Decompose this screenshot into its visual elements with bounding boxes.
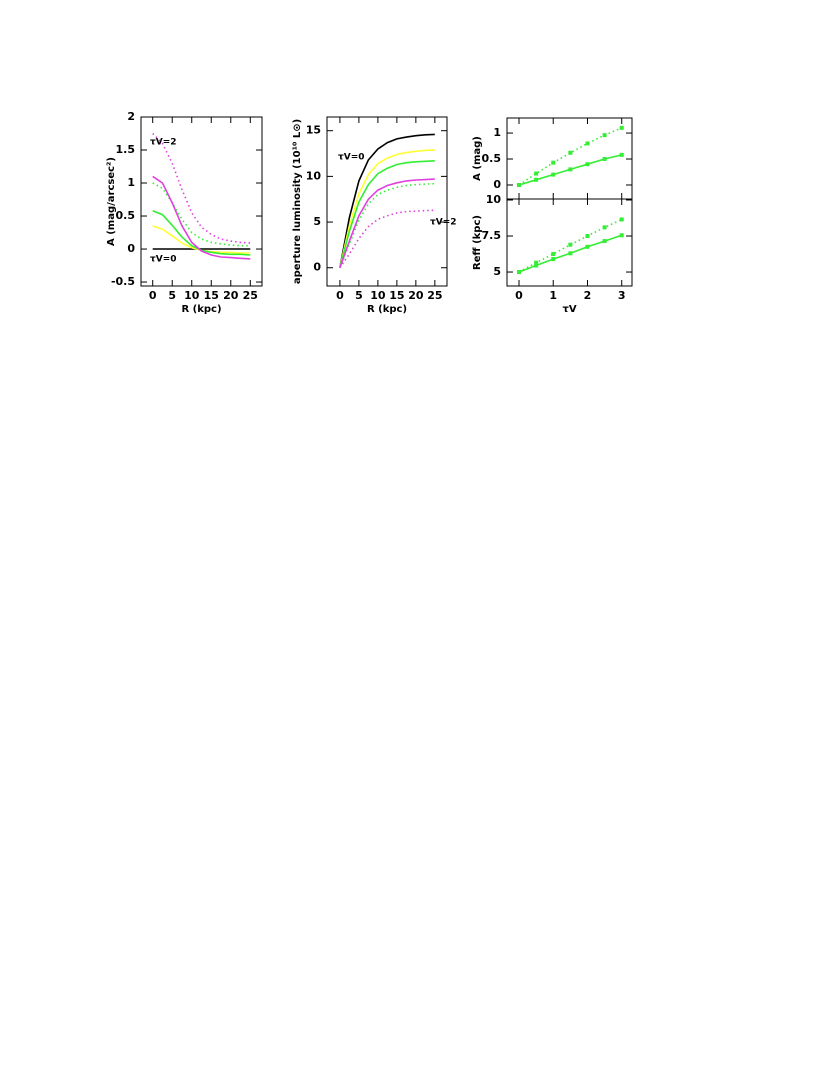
y-tick-label: 10 (306, 169, 322, 182)
x-tick-label: 15 (204, 289, 219, 302)
series-line (339, 182, 435, 268)
x-tick-label: 0 (149, 289, 157, 302)
x-tick-label: 0 (515, 289, 523, 302)
point (568, 167, 573, 172)
point (585, 141, 590, 146)
panel: 0 1 2 3 5 7.5 10 τV Reff (kpc) (472, 193, 633, 315)
x-tick-label: 3 (618, 289, 626, 302)
y-tick-label: 2 (127, 110, 135, 123)
y-tick-label: 0.5 (482, 152, 502, 165)
plot-frame (506, 198, 633, 287)
x-axis-label: R (kpc) (181, 304, 221, 315)
y-tick-label: 7.5 (482, 229, 502, 242)
plot-frame (506, 117, 633, 200)
y-axis-label: A (mag) (472, 136, 483, 181)
plot-frame (326, 116, 448, 287)
point (551, 160, 556, 165)
x-tick-label: 20 (408, 289, 424, 302)
point (551, 172, 556, 177)
x-tick-label: 15 (389, 289, 404, 302)
x-tick-label: 2 (584, 289, 592, 302)
annotation: τV=0 (150, 255, 177, 265)
point (619, 152, 624, 157)
x-tick-label: 5 (355, 289, 363, 302)
point (534, 171, 539, 176)
point (602, 133, 607, 138)
y-axis-label: aperture luminosity (10¹⁰ L⊙) (292, 119, 303, 284)
series-line (152, 132, 251, 244)
y-tick-label: -0.5 (111, 275, 135, 288)
x-axis-label: τV (562, 304, 576, 315)
point (551, 252, 556, 257)
y-tick-label: 5 (493, 265, 501, 278)
annotation: τV=2 (150, 138, 177, 148)
y-tick-label: 5 (313, 215, 321, 228)
panel: 0 5 10 15 20 25-0.500.511.52R (kpc)A (mag/arc… (106, 110, 263, 315)
y-tick-label: 0.5 (116, 209, 136, 222)
y-tick-label: 1.5 (116, 143, 136, 156)
y-axis-label: Reff (kpc) (472, 215, 483, 270)
point (619, 217, 624, 222)
point (516, 182, 521, 187)
series-line (339, 178, 435, 268)
point (568, 251, 573, 256)
point (619, 233, 624, 238)
point (585, 162, 590, 167)
y-tick-label: 1 (493, 126, 501, 139)
point (534, 260, 539, 265)
x-axis-label: R (kpc) (367, 304, 407, 315)
y-tick-label: 0 (313, 261, 321, 274)
point (534, 177, 539, 182)
point (585, 244, 590, 249)
point (619, 125, 624, 130)
series-line (339, 149, 435, 268)
panel: 0 0.5 1 A (mag) (472, 117, 633, 200)
point (568, 242, 573, 247)
plot-frame (140, 116, 263, 287)
series-line (339, 209, 435, 269)
x-tick-label: 10 (370, 289, 386, 302)
x-tick-label: 25 (427, 289, 442, 302)
x-tick-label: 5 (168, 289, 176, 302)
y-tick-label: 1 (127, 176, 135, 189)
y-tick-label: 15 (306, 124, 321, 137)
x-tick-label: 0 (336, 289, 344, 302)
annotation: τV=2 (430, 218, 457, 228)
point (602, 225, 607, 230)
point (534, 263, 539, 268)
series-line (339, 160, 435, 268)
point (602, 239, 607, 244)
point (602, 157, 607, 162)
y-tick-label: 0 (493, 178, 501, 191)
point (516, 270, 521, 275)
annotation: τV=0 (338, 153, 365, 163)
point (585, 234, 590, 239)
y-tick-label: 0 (127, 242, 135, 255)
point (568, 150, 573, 155)
series-line (152, 175, 251, 260)
y-axis-label: A (mag/arcsec²) (106, 157, 117, 246)
series-line (339, 133, 435, 268)
y-tick-label: 10 (486, 193, 502, 206)
x-tick-label: 25 (243, 289, 258, 302)
x-tick-label: 20 (223, 289, 239, 302)
x-tick-label: 10 (184, 289, 200, 302)
x-tick-label: 1 (549, 289, 557, 302)
point (551, 257, 556, 262)
